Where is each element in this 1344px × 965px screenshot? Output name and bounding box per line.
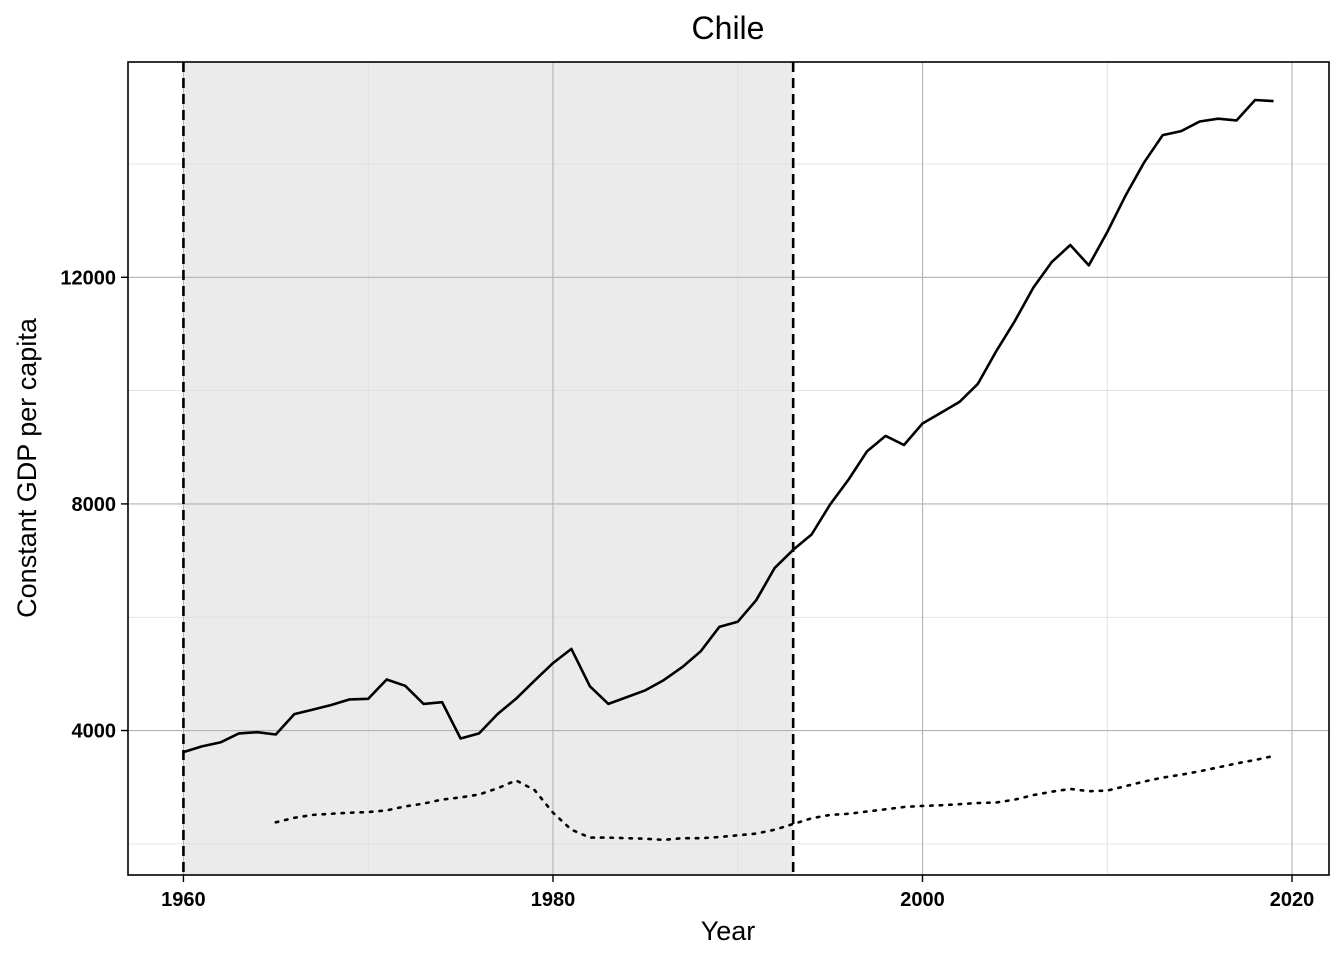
solid-series-line — [183, 98, 1274, 754]
y-tick-label: 4000 — [72, 721, 117, 743]
shaded-region — [183, 62, 794, 875]
y-axis-ticks: 4000 8000 12000 — [60, 267, 128, 743]
y-axis-title: Constant GDP per capita — [12, 317, 42, 618]
series-layer — [183, 98, 1275, 842]
plot-border — [127, 61, 1330, 876]
y-tick-label: 8000 — [72, 494, 117, 516]
x-axis-ticks: 1960 1980 2000 2020 — [161, 875, 1314, 911]
x-axis-title: Year — [701, 916, 756, 946]
y-tick-label: 12000 — [60, 267, 116, 289]
x-tick-label: 1980 — [531, 889, 576, 911]
plot-frame — [127, 61, 1330, 876]
x-tick-label: 2000 — [900, 889, 945, 911]
dotted-series-line — [274, 754, 1275, 842]
reference-lines — [182, 62, 795, 875]
x-tick-label: 1960 — [161, 889, 206, 911]
x-tick-label: 2020 — [1270, 889, 1315, 911]
chart-title: Chile — [692, 10, 765, 46]
shaded-period — [183, 62, 794, 875]
